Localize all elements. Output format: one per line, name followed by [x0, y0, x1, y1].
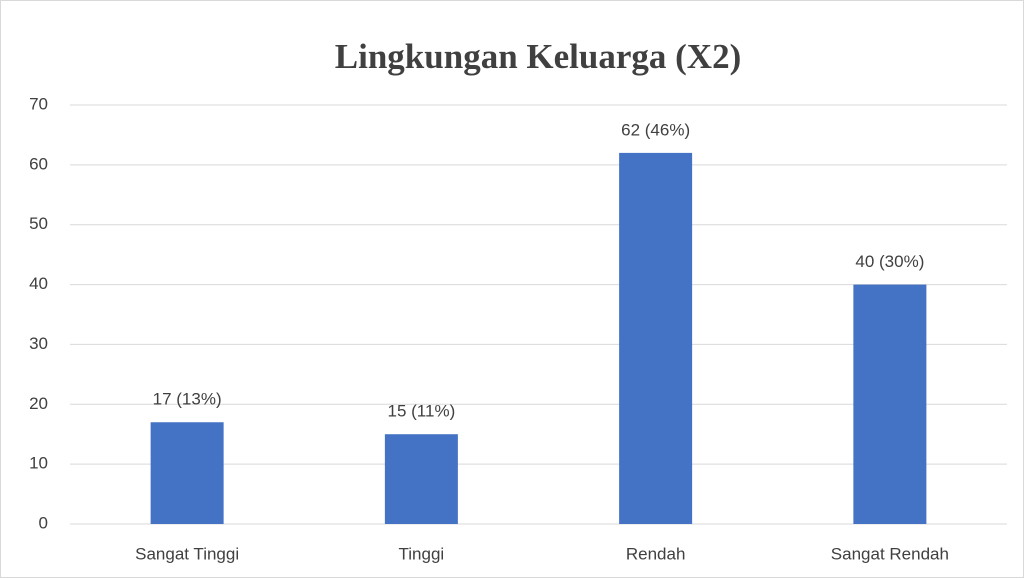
- x-tick-label: Tinggi: [399, 544, 445, 563]
- y-tick-label: 60: [29, 154, 48, 173]
- y-tick-label: 70: [29, 94, 48, 113]
- bar: [384, 434, 458, 524]
- data-label: 17 (13%): [153, 390, 222, 409]
- bar: [619, 152, 693, 524]
- bar: [150, 422, 224, 524]
- y-tick-label: 10: [29, 454, 48, 473]
- y-tick-label: 40: [29, 274, 48, 293]
- data-label: 15 (11%): [388, 402, 456, 421]
- x-tick-label: Sangat Rendah: [831, 544, 949, 563]
- y-tick-label: 50: [29, 214, 48, 233]
- x-tick-label: Rendah: [626, 544, 686, 563]
- y-tick-label: 20: [29, 394, 48, 413]
- y-tick-label: 0: [39, 513, 48, 532]
- y-tick-label: 30: [29, 334, 48, 353]
- x-tick-label: Sangat Tinggi: [135, 544, 239, 563]
- data-label: 40 (30%): [855, 252, 924, 271]
- bar: [853, 284, 927, 524]
- data-label: 62 (46%): [621, 120, 690, 139]
- chart-title: Lingkungan Keluarga (X2): [335, 37, 741, 76]
